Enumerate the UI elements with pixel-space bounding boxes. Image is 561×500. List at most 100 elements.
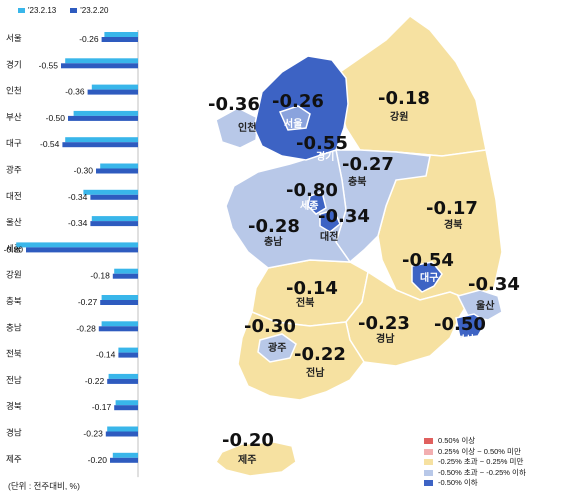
bar-value-label: -0.34	[68, 192, 88, 202]
map-value-gangwon: -0.18	[378, 88, 430, 109]
map-legend-swatch	[424, 480, 433, 487]
map-value-daejeon: -0.34	[318, 206, 370, 227]
bar-prev	[100, 163, 138, 169]
category-label: 제주	[6, 454, 22, 464]
map-legend-item: -0.50% 이하	[424, 478, 526, 489]
bar-curr	[98, 326, 138, 332]
map-value-gwangju: -0.30	[244, 316, 296, 337]
bar-curr	[62, 142, 138, 148]
map-legend-label: -0.50% 이하	[438, 478, 478, 487]
category-label: 세종	[6, 243, 22, 253]
bar-curr	[87, 89, 138, 95]
map-name-chungnam: 충남	[264, 235, 283, 248]
map-value-ulsan: -0.34	[468, 274, 520, 295]
map-name-daegu: 대구	[420, 271, 438, 284]
category-label: 충남	[6, 322, 22, 332]
legend-swatch-curr	[70, 8, 78, 13]
map-legend-swatch	[424, 448, 433, 455]
korea-map-panel: 인천 서울 경기 강원 충북 세종 충남 대전 경북 대구 전북 울산 광주 경…	[150, 0, 561, 500]
bar-curr	[26, 247, 138, 253]
map-name-busan: 부산	[456, 333, 475, 346]
bar-prev	[65, 137, 138, 143]
category-label: 경기	[6, 59, 22, 69]
bar-prev	[65, 58, 138, 64]
map-value-seoul: -0.26	[272, 91, 324, 112]
map-value-chungbuk: -0.27	[342, 154, 394, 175]
bar-prev	[101, 295, 138, 300]
map-legend-item: -0.50% 초과 ~ -0.25% 이하	[424, 468, 526, 479]
map-legend-item: 0.50% 이상	[424, 436, 526, 447]
legend-label-curr: '23.2.20	[80, 6, 109, 15]
bar-curr	[68, 115, 138, 121]
bar-value-label: -0.30	[74, 166, 94, 176]
map-value-incheon: -0.36	[208, 94, 260, 115]
bar-value-label: -0.54	[40, 139, 60, 149]
map-name-seoul: 서울	[284, 117, 302, 130]
map-name-gangwon: 강원	[390, 110, 408, 123]
category-label: 전북	[6, 349, 22, 359]
map-legend-item: -0.25% 초과 ~ 0.25% 미만	[424, 457, 526, 468]
bar-chart: 서울 -0.26 경기 -0.55 인천 -0.36 부산 -0.50 대구 -0.54 광주 -0.…	[4, 30, 139, 478]
category-label: 부산	[6, 112, 22, 122]
map-legend-swatch	[424, 469, 433, 476]
map-name-gyeongnam: 경남	[376, 332, 395, 345]
bar-value-label: -0.18	[90, 271, 110, 281]
bar-prev	[91, 84, 138, 90]
bar-value-label: -0.34	[68, 218, 88, 228]
map-name-gyeongbuk: 경북	[444, 218, 462, 231]
bar-chart-panel: '23.2.13 '23.2.20 서울 -0.26 경기 -0.55 인천 -0.36 부…	[0, 0, 150, 500]
map-value-gyeongnam: -0.23	[358, 313, 410, 334]
region-daejeon	[319, 209, 341, 233]
map-value-gyeongbuk: -0.17	[426, 198, 478, 219]
bar-prev	[73, 110, 138, 116]
bar-value-label: -0.17	[92, 402, 112, 412]
bar-curr	[110, 457, 138, 463]
bar-curr	[105, 431, 138, 437]
legend-swatch-prev	[18, 8, 25, 13]
region-jeonnam	[237, 311, 365, 401]
bar-value-label: -0.27	[78, 297, 98, 307]
region-gwangju	[257, 333, 297, 363]
map-value-busan: -0.50	[434, 314, 486, 335]
map-legend-label: 0.50% 이상	[438, 436, 476, 445]
bar-prev	[91, 216, 138, 222]
map-name-chungbuk: 충북	[348, 175, 366, 188]
bar-curr	[101, 37, 138, 42]
category-label: 강원	[6, 270, 22, 280]
bar-prev	[112, 452, 138, 458]
map-name-ulsan: 울산	[476, 299, 495, 312]
map-name-daejeon: 대전	[320, 230, 338, 243]
map-value-sejong: -0.80	[286, 180, 338, 201]
bar-value-label: -0.50	[46, 113, 66, 123]
unit-note: (단위 : 전주대비, %)	[8, 481, 80, 491]
map-value-gyeonggi: -0.55	[296, 133, 348, 154]
bar-curr	[61, 63, 138, 69]
region-busan	[455, 313, 487, 339]
map-legend-item: 0.25% 이상 ~ 0.50% 미만	[424, 447, 526, 458]
region-seoul	[278, 105, 311, 131]
category-label: 충북	[6, 296, 22, 306]
chart-legend: '23.2.13 '23.2.20	[18, 6, 108, 15]
map-legend-label: -0.50% 초과 ~ -0.25% 이하	[438, 467, 526, 477]
korea-map: 인천 서울 경기 강원 충북 세종 충남 대전 경북 대구 전북 울산 광주 경…	[208, 15, 520, 477]
map-value-jeonbuk: -0.14	[286, 278, 338, 299]
bar-curr	[96, 168, 138, 174]
bar-prev	[107, 426, 138, 432]
bar-prev	[16, 242, 139, 248]
region-incheon	[215, 107, 259, 149]
bar-value-label: -0.28	[76, 323, 96, 333]
bar-prev	[114, 268, 138, 274]
region-chungnam	[225, 149, 352, 269]
map-name-jeju: 제주	[238, 453, 256, 466]
map-value-jeju: -0.20	[222, 430, 274, 451]
bar-curr	[118, 352, 138, 358]
bar-curr	[90, 194, 138, 200]
map-name-jeonnam: 전남	[306, 366, 325, 379]
region-jeju	[215, 441, 297, 477]
bar-value-label: -0.36	[65, 87, 85, 97]
map-legend: 0.50% 이상 0.25% 이상 ~ 0.50% 미만 -0.25% 초과 ~…	[424, 436, 526, 489]
bar-curr	[114, 405, 138, 411]
bar-curr	[107, 378, 138, 384]
map-name-jeonbuk: 전북	[296, 296, 314, 309]
legend-item-curr: '23.2.20	[70, 6, 108, 15]
